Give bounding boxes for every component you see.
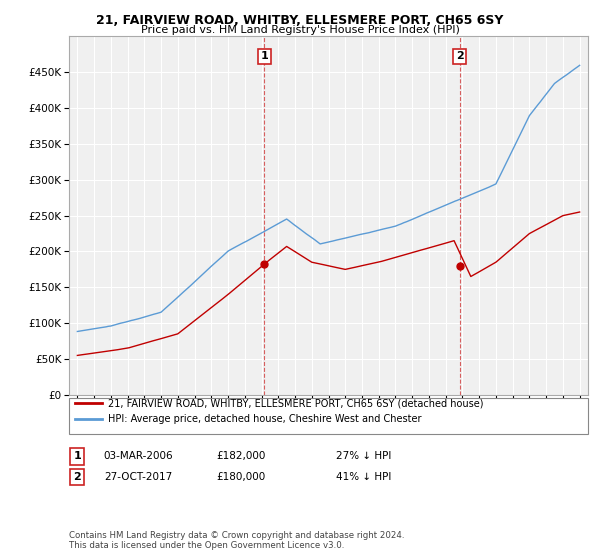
Text: 2: 2 — [456, 52, 463, 62]
Text: 1: 1 — [74, 451, 81, 461]
Text: Contains HM Land Registry data © Crown copyright and database right 2024.
This d: Contains HM Land Registry data © Crown c… — [69, 530, 404, 550]
Text: 03-MAR-2006: 03-MAR-2006 — [104, 451, 173, 461]
Text: 41% ↓ HPI: 41% ↓ HPI — [336, 472, 391, 482]
Text: 1: 1 — [260, 52, 268, 62]
Text: 21, FAIRVIEW ROAD, WHITBY, ELLESMERE PORT, CH65 6SY (detached house): 21, FAIRVIEW ROAD, WHITBY, ELLESMERE POR… — [108, 399, 484, 408]
Text: £182,000: £182,000 — [216, 451, 265, 461]
Text: Price paid vs. HM Land Registry's House Price Index (HPI): Price paid vs. HM Land Registry's House … — [140, 25, 460, 35]
Text: 27% ↓ HPI: 27% ↓ HPI — [336, 451, 391, 461]
Text: 27-OCT-2017: 27-OCT-2017 — [104, 472, 172, 482]
Text: £180,000: £180,000 — [216, 472, 265, 482]
Text: 2: 2 — [74, 472, 81, 482]
Text: HPI: Average price, detached house, Cheshire West and Chester: HPI: Average price, detached house, Ches… — [108, 414, 421, 423]
Text: 21, FAIRVIEW ROAD, WHITBY, ELLESMERE PORT, CH65 6SY: 21, FAIRVIEW ROAD, WHITBY, ELLESMERE POR… — [97, 14, 503, 27]
